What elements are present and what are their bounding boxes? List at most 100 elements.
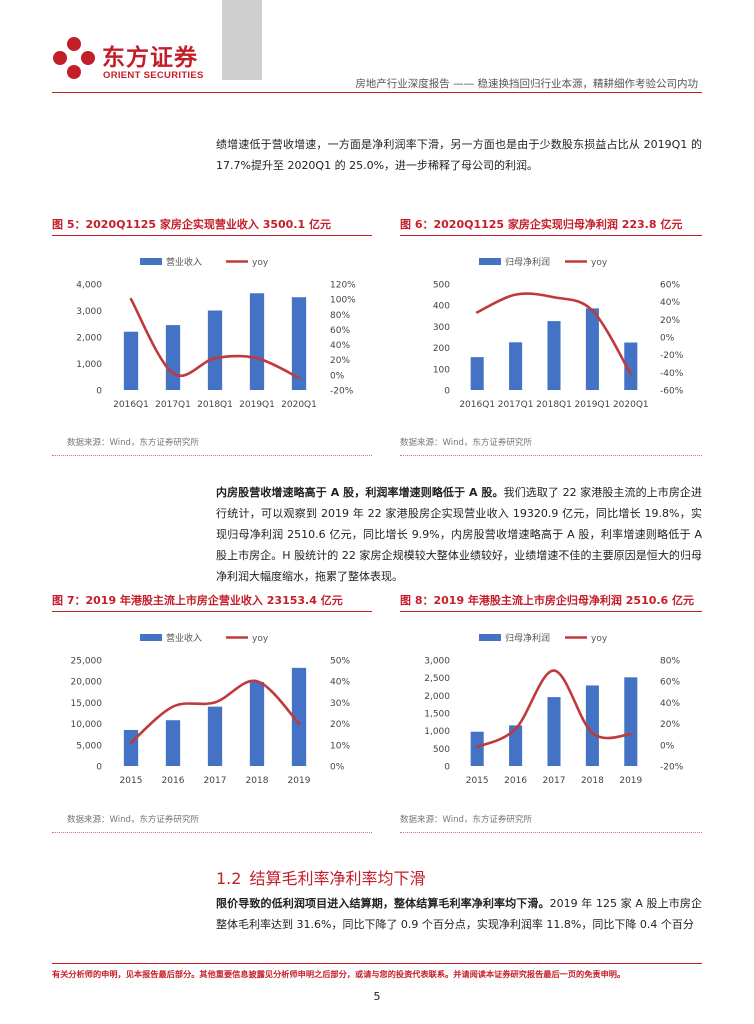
- bar: [249, 293, 265, 390]
- legend-label-bar: 营业收入: [166, 256, 202, 268]
- y-right-tick-label: 120%: [330, 281, 356, 291]
- y-right-tick-label: 20%: [660, 720, 680, 730]
- y-left-tick-label: 15,000: [71, 699, 103, 709]
- y-left-tick-label: 100: [433, 365, 450, 375]
- yoy-line: [475, 292, 633, 376]
- y-left-tick-label: 300: [433, 323, 450, 333]
- bar: [509, 725, 523, 766]
- chart-figure-6: 归母净利润 yoy 0 100 200 300 400 500 -60% -40% -20% 0% 20…: [400, 246, 702, 416]
- paragraph-2-body: 我们选取了 22 家港股主流的上市房企进行统计，可以观察到 2019 年 22 …: [216, 486, 702, 583]
- chart-svg: 归母净利润 yoy 0 100 200 300 400 500 -60% -40% -20% 0% 20…: [433, 256, 684, 410]
- figure-6-title: 图 6：2020Q1125 家房企实现归母净利润 223.8 亿元: [400, 218, 683, 231]
- figure-8-title: 图 8：2019 年港股主流上市房企归母净利润 2510.6 亿元: [400, 594, 695, 607]
- x-tick-label: 2018: [246, 776, 269, 786]
- yoy-line: [475, 669, 633, 749]
- section-heading: 1.2 结算毛利率净利率均下滑: [216, 865, 433, 889]
- bar: [165, 720, 181, 766]
- x-tick-label: 2020Q1: [613, 400, 649, 410]
- figure-6-bottom-rule: [400, 455, 702, 456]
- bar: [470, 357, 484, 390]
- x-tick-label: 2019Q1: [239, 400, 275, 410]
- yoy-line: [129, 297, 301, 380]
- y-right-tick-label: 0%: [330, 763, 345, 773]
- paragraph-2: 内房股营收增速略高于 A 股，利润率增速则略低于 A 股。我们选取了 22 家港…: [216, 482, 702, 587]
- bar: [585, 685, 599, 766]
- bar: [547, 321, 561, 390]
- bar: [470, 731, 484, 766]
- y-right-tick-label: 20%: [660, 316, 680, 326]
- x-tick-label: 2016: [162, 776, 185, 786]
- y-left-tick-label: 1,000: [76, 360, 102, 370]
- y-left-tick-label: 500: [433, 281, 450, 291]
- x-tick-label: 2018: [581, 776, 604, 786]
- y-left-tick-label: 20,000: [71, 678, 103, 688]
- x-tick-label: 2020Q1: [281, 400, 317, 410]
- chart-legend: 营业收入 yoy: [140, 256, 269, 268]
- y-left-tick-label: 10,000: [71, 720, 103, 730]
- figure-5-bottom-rule: [52, 455, 372, 456]
- figure-7-rule: [52, 611, 372, 612]
- y-right-tick-label: -60%: [660, 387, 684, 397]
- y-right-tick-label: 60%: [660, 281, 680, 291]
- y-right-tick-label: -40%: [660, 369, 684, 379]
- chart-svg: 营业收入 yoy 0 5,000 10,000 15,000 20,000 25,000 0% 1…: [71, 632, 351, 786]
- figure-8-rule: [400, 611, 702, 612]
- y-left-tick-label: 400: [433, 302, 450, 312]
- y-right-tick-label: 60%: [660, 678, 680, 688]
- footer-disclaimer: 有关分析师的申明，见本报告最后部分。其他重要信息披露见分析师申明之后部分，或请与…: [52, 969, 626, 979]
- figure-7-bottom-rule: [52, 832, 372, 833]
- figure-5-source: 数据来源：Wind，东方证券研究所: [67, 438, 199, 448]
- paragraph-2-lead: 内房股营收增速略高于 A 股，利润率增速则略低于 A 股。: [216, 486, 504, 499]
- y-right-tick-label: 0%: [660, 334, 675, 344]
- y-right-tick-label: 40%: [330, 678, 350, 688]
- y-left-tick-label: 0: [96, 387, 102, 397]
- bar: [291, 297, 307, 390]
- x-tick-label: 2016Q1: [459, 400, 495, 410]
- bar: [624, 342, 638, 390]
- figure-6-rule: [400, 235, 702, 236]
- y-right-tick-label: -20%: [330, 387, 354, 397]
- x-tick-label: 2019: [288, 776, 311, 786]
- figure-7-title: 图 7：2019 年港股主流上市房企营业收入 23153.4 亿元: [52, 594, 343, 607]
- y-right-tick-label: 20%: [330, 720, 350, 730]
- y-right-tick-label: 40%: [660, 699, 680, 709]
- figure-5-title: 图 5：2020Q1125 家房企实现营业收入 3500.1 亿元: [52, 218, 332, 231]
- x-tick-label: 2017Q1: [498, 400, 534, 410]
- x-tick-label: 2018Q1: [536, 400, 572, 410]
- legend-label-line: yoy: [252, 634, 269, 644]
- orient-logo-icon: [53, 37, 95, 79]
- y-left-tick-label: 0: [96, 763, 102, 773]
- x-tick-label: 2017Q1: [155, 400, 191, 410]
- x-tick-label: 2017: [204, 776, 227, 786]
- header-divider: [52, 92, 702, 93]
- legend-label-bar: 归母净利润: [505, 632, 550, 644]
- y-left-tick-label: 5,000: [76, 741, 102, 751]
- legend-swatch-bar: [140, 258, 162, 265]
- legend-swatch-bar: [479, 258, 501, 265]
- paragraph-1: 绩增速低于营收增速，一方面是净利润率下滑，另一方面也是由于少数股东损益占比从 2…: [216, 138, 702, 172]
- chart-figure-7: 营业收入 yoy 0 5,000 10,000 15,000 20,000 25,000 0% 1…: [52, 622, 372, 792]
- logo-text-cn: 东方证券: [102, 45, 198, 71]
- legend-swatch-bar: [479, 634, 501, 641]
- x-tick-label: 2019: [619, 776, 642, 786]
- y-right-tick-label: -20%: [660, 763, 684, 773]
- paragraph-3-body: 2019 年 125 家 A 股上市房企整体毛利率达到 31.6%，同比下降了 …: [216, 897, 702, 931]
- x-tick-label: 2019Q1: [575, 400, 611, 410]
- y-right-tick-label: 10%: [330, 741, 350, 751]
- paragraph-3-lead: 限价导致的低利润项目进入结算期，整体结算毛利率净利率均下滑。: [216, 897, 550, 910]
- bar: [509, 342, 523, 390]
- x-tick-label: 2017: [543, 776, 566, 786]
- legend-label-line: yoy: [591, 258, 608, 268]
- y-left-tick-label: 1,000: [424, 727, 450, 737]
- figure-7-source: 数据来源：Wind，东方证券研究所: [67, 815, 199, 825]
- y-right-tick-label: 0%: [660, 741, 675, 751]
- y-right-tick-label: -20%: [660, 351, 684, 361]
- y-left-tick-label: 2,500: [424, 674, 450, 684]
- bar: [547, 697, 561, 766]
- chart-figure-5: 营业收入 yoy 0 1,000 2,000 3,000 4,000 -20% 0% 20% 40%…: [52, 246, 372, 416]
- bar: [123, 331, 139, 390]
- y-left-tick-label: 4,000: [76, 281, 102, 291]
- x-tick-label: 2015: [120, 776, 143, 786]
- y-left-tick-label: 2,000: [76, 334, 102, 344]
- chart-legend: 归母净利润 yoy: [479, 256, 608, 268]
